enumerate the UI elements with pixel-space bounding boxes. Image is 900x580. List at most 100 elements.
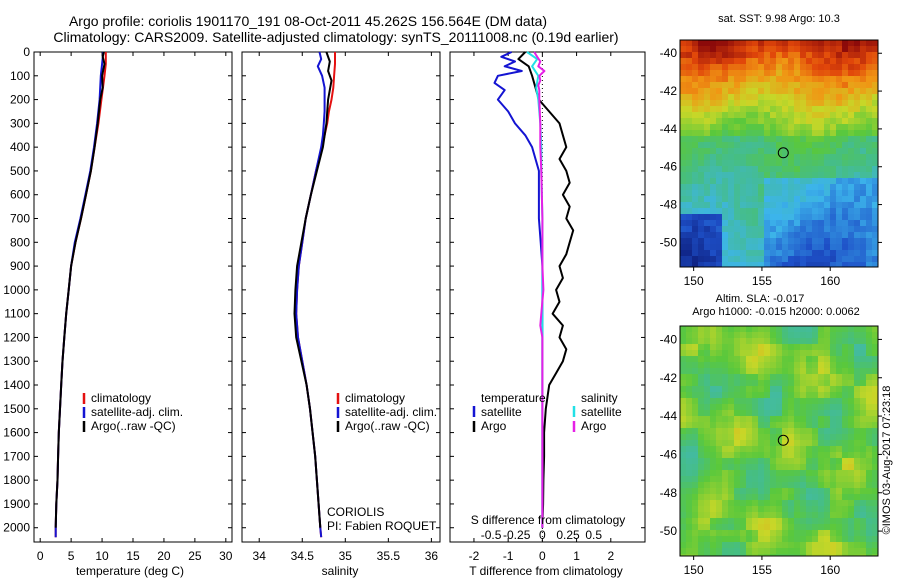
map-cell (692, 368, 699, 375)
map-cell (806, 202, 813, 209)
map-cell (722, 476, 729, 483)
map-cell (830, 512, 837, 519)
map-cell (710, 166, 717, 173)
map-cell (710, 422, 717, 429)
map-cell (704, 482, 711, 489)
map-cell (722, 344, 729, 351)
map-cell (680, 244, 687, 251)
map-cell (692, 356, 699, 363)
map-cell (770, 52, 777, 59)
map-cell (812, 416, 819, 423)
map-cell (746, 380, 753, 387)
map-cell (818, 256, 825, 263)
map-cell (836, 88, 843, 95)
map-cell (776, 410, 783, 417)
map-cell (716, 494, 723, 501)
map-cell (680, 524, 687, 531)
map-cell (860, 52, 867, 59)
map-cell (794, 256, 801, 263)
map-cell (818, 214, 825, 221)
map-cell (728, 344, 735, 351)
map-cell (680, 458, 687, 465)
map-cell (860, 464, 867, 471)
map-cell (854, 536, 861, 543)
map-cell (788, 238, 795, 245)
map-cell (866, 482, 873, 489)
map-cell (686, 440, 693, 447)
map-cell (728, 464, 735, 471)
map-cell (692, 88, 699, 95)
map-cell (698, 148, 705, 155)
map-cell (728, 422, 735, 429)
map-cell (758, 124, 765, 131)
map-cell (836, 554, 843, 556)
map-cell (812, 452, 819, 459)
map-cell (758, 232, 765, 239)
map-cell (836, 46, 843, 53)
map-cell (818, 76, 825, 83)
map-cell (728, 40, 735, 47)
map-cell (722, 530, 729, 537)
map-cell (704, 238, 711, 245)
map-cell (704, 362, 711, 369)
map-cell (842, 112, 849, 119)
map-cell (758, 202, 765, 209)
map-cell (866, 326, 873, 333)
map-cell (752, 208, 759, 215)
map-cell (866, 244, 873, 251)
map-cell (860, 458, 867, 465)
map-cell (776, 118, 783, 125)
map-cell (764, 256, 771, 263)
map-cell (830, 160, 837, 167)
map-cell (812, 512, 819, 519)
map-cell (752, 518, 759, 525)
map-cell (734, 344, 741, 351)
map-cell (860, 452, 867, 459)
map-cell (692, 64, 699, 71)
map-cell (686, 494, 693, 501)
map-cell (800, 446, 807, 453)
map-cell (824, 386, 831, 393)
map-cell (776, 512, 783, 519)
map-cell (734, 208, 741, 215)
map-cell (686, 362, 693, 369)
map-cell (680, 262, 687, 267)
map-cell (734, 362, 741, 369)
map-cell (806, 130, 813, 137)
map-cell (788, 130, 795, 137)
map-cell (776, 94, 783, 101)
map-cell (710, 524, 717, 531)
map-cell (728, 46, 735, 53)
map-cell (698, 106, 705, 113)
map-cell (830, 166, 837, 173)
map-cell (770, 386, 777, 393)
map-cell (854, 46, 861, 53)
map-cell (806, 220, 813, 227)
map-cell (752, 482, 759, 489)
map-cell (728, 536, 735, 543)
map-cell (812, 392, 819, 399)
map-cell (722, 238, 729, 245)
map-cell (746, 148, 753, 155)
map-cell (848, 142, 855, 149)
map-cell (740, 244, 747, 251)
map-cell (740, 196, 747, 203)
map-cell (758, 368, 765, 375)
map-cell (812, 124, 819, 131)
map-cell (710, 94, 717, 101)
map-cell (872, 374, 878, 381)
map-cell (680, 386, 687, 393)
map-cell (872, 476, 878, 483)
map-cell (830, 344, 837, 351)
map-cell (836, 70, 843, 77)
map-cell (692, 220, 699, 227)
map-cell (872, 172, 878, 179)
legend-label-argo: Argo(..raw -QC) (345, 419, 430, 433)
map-cell (728, 458, 735, 465)
map-cell (746, 542, 753, 549)
map-cell (836, 440, 843, 447)
map-cell (692, 238, 699, 245)
map-cell (788, 422, 795, 429)
map-cell (860, 190, 867, 197)
map-cell (764, 220, 771, 227)
